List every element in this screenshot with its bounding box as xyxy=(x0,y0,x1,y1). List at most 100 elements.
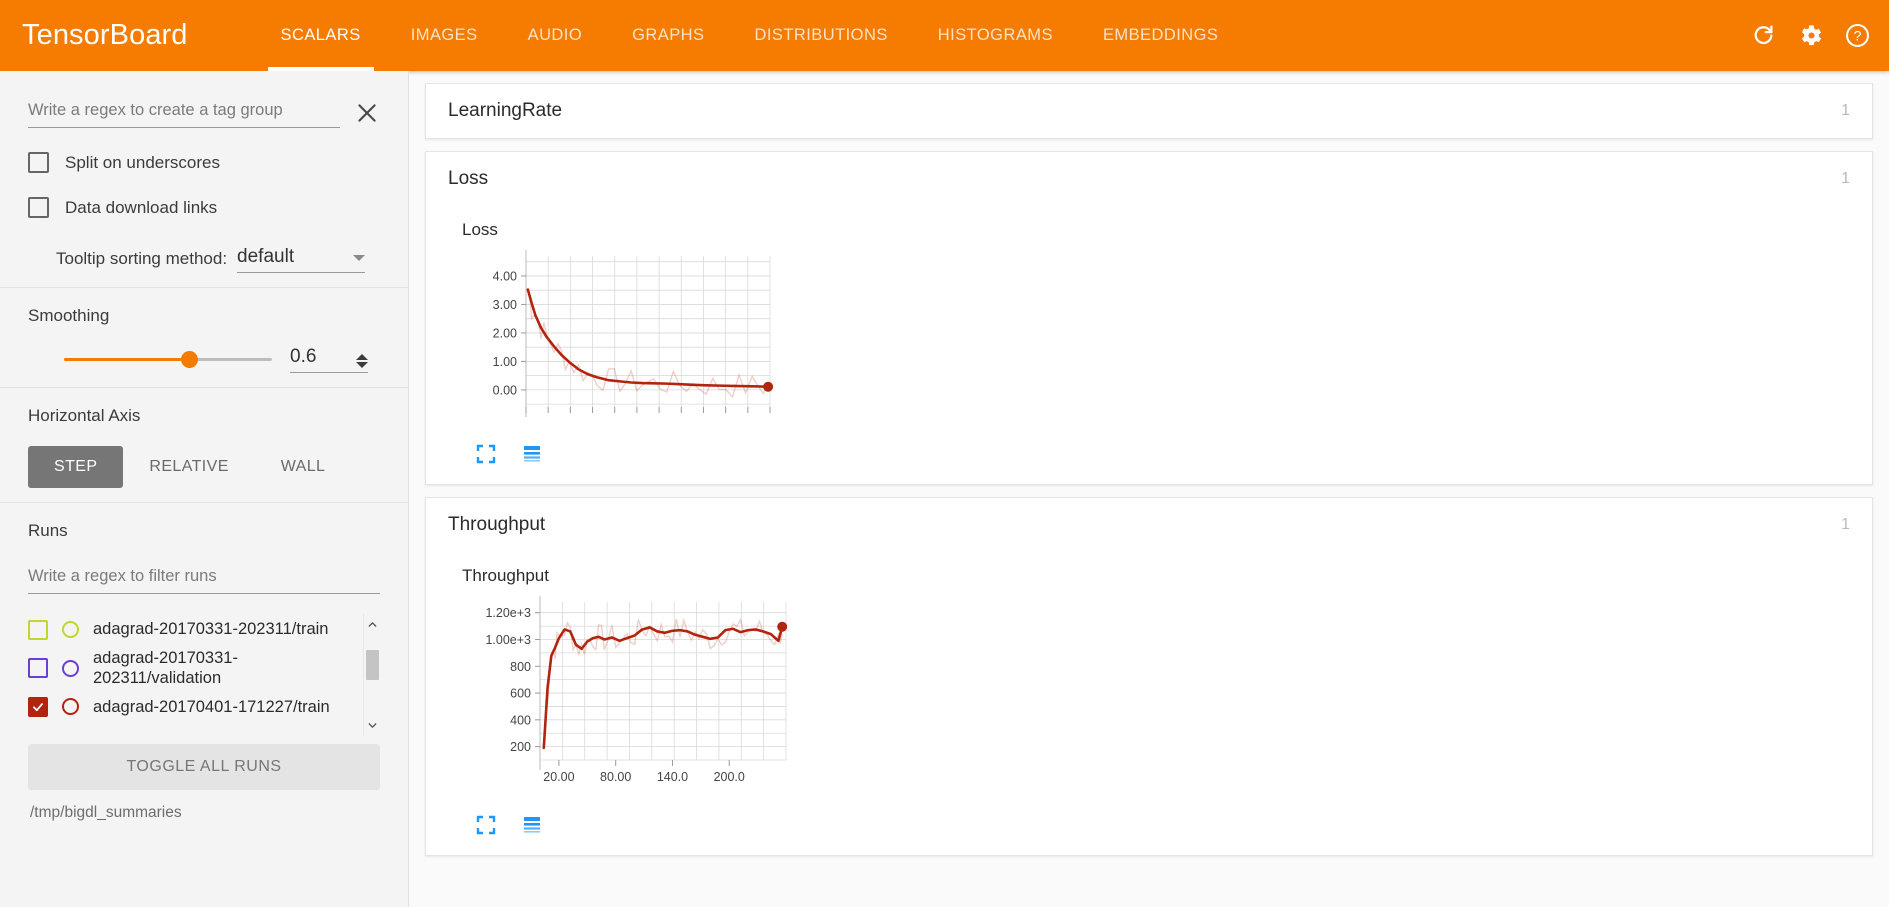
runs-list: adagrad-20170331-202311/train adagrad-20… xyxy=(28,614,380,722)
card-loss: Loss 1 Loss 0.00 1.00 2.00 3.00 4.00 xyxy=(425,151,1873,485)
scrollbar-thumb[interactable] xyxy=(365,650,379,680)
run-checkbox[interactable] xyxy=(28,619,48,640)
svg-text:80.00: 80.00 xyxy=(600,770,631,784)
svg-text:3.00: 3.00 xyxy=(493,298,517,312)
tab-graphs[interactable]: GRAPHS xyxy=(607,0,729,71)
run-item[interactable]: adagrad-20170331-202311/train xyxy=(28,614,350,645)
tab-scalars[interactable]: SCALARS xyxy=(256,0,386,71)
run-checkbox[interactable] xyxy=(28,696,48,717)
svg-text:140.0: 140.0 xyxy=(657,770,688,784)
axis-wall-button[interactable]: WALL xyxy=(255,446,352,488)
refresh-icon[interactable] xyxy=(1750,22,1777,49)
data-download-links-row[interactable]: Data download links xyxy=(28,197,380,218)
runs-filter-input[interactable] xyxy=(28,565,380,594)
tab-embeddings[interactable]: EMBEDDINGS xyxy=(1078,0,1243,71)
chevron-down-icon xyxy=(353,255,366,261)
card-header-loss[interactable]: Loss 1 xyxy=(426,152,1872,206)
runs-scrollbar[interactable] xyxy=(363,614,380,736)
axis-relative-button[interactable]: RELATIVE xyxy=(123,446,254,488)
split-underscores-label: Split on underscores xyxy=(65,152,220,172)
card-body-loss: Loss 0.00 1.00 2.00 3.00 4.00 xyxy=(426,206,1872,484)
smoothing-value: 0.6 xyxy=(290,346,317,367)
tab-audio-label: AUDIO xyxy=(527,26,583,44)
slider-knob[interactable] xyxy=(180,351,198,368)
help-icon[interactable]: ? xyxy=(1844,22,1871,49)
expand-icon[interactable] xyxy=(474,813,498,837)
split-underscores-row[interactable]: Split on underscores xyxy=(28,152,380,173)
tab-audio[interactable]: AUDIO xyxy=(503,0,608,71)
run-checkbox[interactable] xyxy=(28,658,48,679)
card-header-throughput[interactable]: Throughput 1 xyxy=(426,498,1872,552)
horizontal-axis-buttons: STEP RELATIVE WALL xyxy=(28,446,380,488)
divider xyxy=(0,502,408,503)
tag-regex-input[interactable] xyxy=(28,99,340,128)
svg-text:0.00: 0.00 xyxy=(493,383,517,397)
check-icon xyxy=(33,702,43,711)
runs-list-container: adagrad-20170331-202311/train adagrad-20… xyxy=(28,614,380,736)
smoothing-slider[interactable] xyxy=(64,350,272,370)
app-header: TensorBoard SCALARS IMAGES AUDIO GRAPHS … xyxy=(0,0,1889,71)
run-name: adagrad-20170331-202311/train xyxy=(93,620,329,639)
divider xyxy=(0,387,408,388)
data-download-links-checkbox[interactable] xyxy=(28,197,49,218)
toggle-all-runs-button[interactable]: TOGGLE ALL RUNS xyxy=(28,744,380,790)
run-item[interactable]: adagrad-20170401-171227/train xyxy=(28,691,350,722)
smoothing-value-field[interactable]: 0.6 xyxy=(290,346,368,373)
card-count: 1 xyxy=(1841,102,1850,119)
stepper-up-icon[interactable] xyxy=(356,354,368,360)
stepper-down-icon[interactable] xyxy=(356,362,368,368)
chart-title-loss: Loss xyxy=(462,220,498,239)
svg-text:1.20e+3: 1.20e+3 xyxy=(485,606,531,620)
tab-distributions[interactable]: DISTRIBUTIONS xyxy=(730,0,913,71)
horizontal-axis-section: Horizontal Axis STEP RELATIVE WALL xyxy=(0,388,408,502)
tab-graphs-label: GRAPHS xyxy=(632,26,705,44)
tab-embeddings-label: EMBEDDINGS xyxy=(1102,26,1219,44)
chart-title-throughput: Throughput xyxy=(462,566,549,585)
throughput-chart-svg[interactable]: 200 400 600 800 1.00e+3 1.20e+3 20.00 80.00 140.… xyxy=(448,590,848,800)
tooltip-sorting-value: default xyxy=(237,246,295,267)
card-title: Throughput xyxy=(448,514,546,535)
tab-histograms[interactable]: HISTOGRAMS xyxy=(913,0,1078,71)
smoothing-stepper[interactable] xyxy=(356,354,368,368)
svg-text:200: 200 xyxy=(510,740,531,754)
tag-regex-row xyxy=(28,89,380,128)
header-actions: ? xyxy=(1750,0,1871,71)
tab-images-label: IMAGES xyxy=(410,26,478,44)
svg-text:1.00: 1.00 xyxy=(493,355,517,369)
card-count: 1 xyxy=(1841,170,1850,187)
close-icon[interactable] xyxy=(354,100,380,126)
run-item[interactable]: adagrad-20170331-202311/validation xyxy=(28,645,350,691)
chart-loss[interactable]: 0.00 1.00 2.00 3.00 4.00 xyxy=(448,244,848,434)
page-body: Split on underscores Data download links… xyxy=(0,71,1889,907)
smoothing-section: Smoothing 0.6 xyxy=(0,288,408,387)
split-underscores-checkbox[interactable] xyxy=(28,152,49,173)
card-title: LearningRate xyxy=(448,100,563,121)
axis-step-button[interactable]: STEP xyxy=(28,446,124,488)
tab-images[interactable]: IMAGES xyxy=(386,0,503,71)
main-content: LearningRate 1 Loss 1 Loss 0.00 1.00 2.00 3… xyxy=(409,71,1889,907)
runs-title: Runs xyxy=(28,521,68,540)
tooltip-sorting-select[interactable]: default xyxy=(237,246,366,273)
runs-section: Runs adagrad-20170331-202311/train adagr… xyxy=(0,503,408,836)
series-data-icon[interactable] xyxy=(520,813,544,837)
app-brand: TensorBoard xyxy=(22,19,188,51)
expand-icon[interactable] xyxy=(474,442,498,466)
chart-throughput[interactable]: 200 400 600 800 1.00e+3 1.20e+3 20.00 80.00 140.… xyxy=(448,590,848,805)
card-header-learningrate[interactable]: LearningRate 1 xyxy=(426,84,1872,138)
svg-text:1.00e+3: 1.00e+3 xyxy=(485,633,531,647)
smoothing-row: 0.6 xyxy=(28,346,380,373)
svg-text:2.00: 2.00 xyxy=(493,326,517,340)
loss-chart-svg[interactable]: 0.00 1.00 2.00 3.00 4.00 xyxy=(448,244,848,429)
chevron-up-icon[interactable] xyxy=(366,618,379,631)
chevron-down-icon[interactable] xyxy=(366,719,379,732)
horizontal-axis-title: Horizontal Axis xyxy=(28,406,141,425)
gear-icon[interactable] xyxy=(1797,22,1824,49)
slider-fill xyxy=(64,358,189,361)
chart-actions-loss xyxy=(448,434,1850,466)
card-learningrate: LearningRate 1 xyxy=(425,83,1873,139)
run-name: adagrad-20170401-171227/train xyxy=(93,697,330,716)
series-data-icon[interactable] xyxy=(520,442,544,466)
card-body-throughput: Throughput 200 400 600 800 1.00e+3 1.20e+3 20.… xyxy=(426,552,1872,855)
svg-text:800: 800 xyxy=(510,660,531,674)
sidebar: Split on underscores Data download links… xyxy=(0,71,409,907)
